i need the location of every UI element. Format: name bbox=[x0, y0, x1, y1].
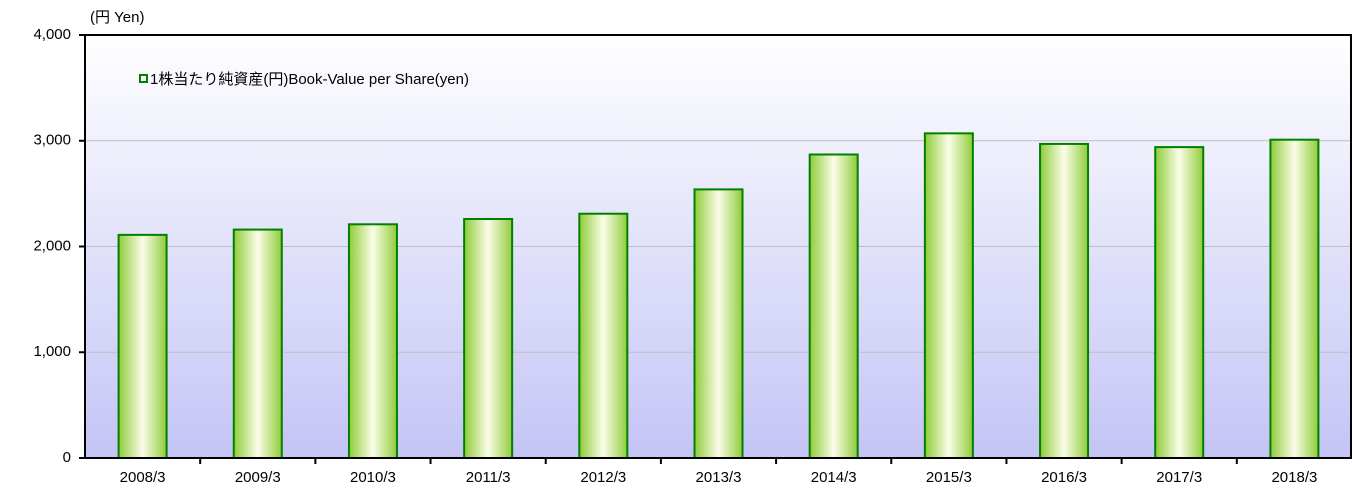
bar bbox=[463, 218, 514, 459]
x-tick-label: 2017/3 bbox=[1156, 469, 1202, 486]
x-tick-label: 2013/3 bbox=[696, 469, 742, 486]
y-tick-label: 0 bbox=[63, 449, 71, 466]
bar bbox=[232, 228, 283, 459]
x-tick-label: 2018/3 bbox=[1271, 469, 1317, 486]
x-tick-label: 2011/3 bbox=[466, 469, 511, 486]
y-tick-label: 3,000 bbox=[33, 132, 71, 149]
bar bbox=[1039, 142, 1090, 460]
y-tick-label: 2,000 bbox=[33, 237, 71, 254]
x-tick-label: 2016/3 bbox=[1041, 469, 1087, 486]
legend-marker bbox=[139, 74, 148, 83]
y-axis-label: (円 Yen) bbox=[90, 9, 144, 26]
bar bbox=[578, 212, 629, 459]
bar bbox=[117, 233, 168, 459]
bar bbox=[693, 188, 744, 460]
x-tick-label: 2014/3 bbox=[811, 469, 857, 486]
x-tick-label: 2010/3 bbox=[350, 469, 396, 486]
bar bbox=[347, 223, 398, 459]
x-tick-label: 2009/3 bbox=[235, 469, 281, 486]
bar bbox=[1269, 138, 1320, 459]
x-tick-label: 2015/3 bbox=[926, 469, 972, 486]
x-tick-label: 2008/3 bbox=[120, 469, 166, 486]
bar bbox=[1154, 146, 1205, 459]
bar bbox=[923, 132, 974, 459]
x-tick-label: 2012/3 bbox=[580, 469, 626, 486]
bar bbox=[808, 153, 859, 459]
y-tick-label: 1,000 bbox=[33, 343, 71, 360]
y-tick-label: 4,000 bbox=[33, 26, 71, 43]
legend-label: 1株当たり純資産(円)Book-Value per Share(yen) bbox=[150, 71, 469, 88]
